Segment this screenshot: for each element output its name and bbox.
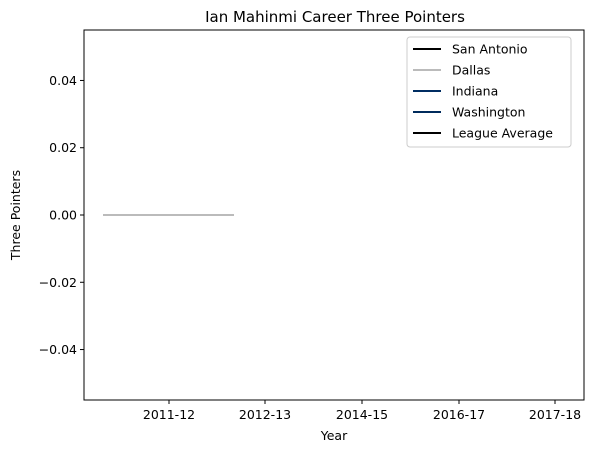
- y-tick-label: −0.02: [39, 275, 77, 290]
- y-tick-label: 0.04: [49, 73, 77, 88]
- x-tick-label: 2017-18: [529, 407, 581, 422]
- x-tick-label: 2012-13: [239, 407, 291, 422]
- y-tick-label: 0.00: [49, 208, 77, 223]
- legend-label: San Antonio: [452, 42, 528, 57]
- legend-label: Dallas: [452, 63, 490, 78]
- legend-label: League Average: [452, 126, 553, 141]
- y-axis: −0.04 −0.02 0.00 0.02 0.04: [39, 73, 84, 357]
- legend-label: Washington: [452, 105, 525, 120]
- y-axis-title: Three Pointers: [8, 170, 23, 261]
- x-axis: 2011-12 2012-13 2014-15 2016-17 2017-18: [143, 400, 581, 422]
- legend-label: Indiana: [452, 84, 498, 99]
- x-tick-label: 2011-12: [143, 407, 195, 422]
- y-tick-label: 0.02: [49, 140, 77, 155]
- legend: San Antonio Dallas Indiana Washington League…: [406, 36, 572, 148]
- x-tick-label: 2014-15: [336, 407, 388, 422]
- x-axis-title: Year: [320, 428, 348, 443]
- x-tick-label: 2016-17: [433, 407, 485, 422]
- chart-title: Ian Mahinmi Career Three Pointers: [205, 8, 465, 26]
- legend-box: [406, 36, 572, 148]
- y-tick-label: −0.04: [39, 342, 77, 357]
